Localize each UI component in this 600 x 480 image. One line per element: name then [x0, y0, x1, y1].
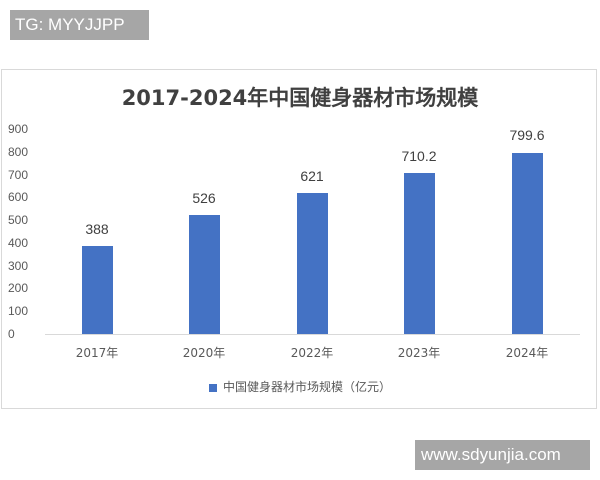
data-label: 526 [192, 190, 216, 206]
bar-2017 [82, 246, 113, 334]
y-tick: 500 [8, 213, 29, 227]
y-tick: 800 [8, 145, 29, 159]
x-tick: 2020年 [182, 346, 226, 360]
y-tick: 400 [8, 236, 29, 250]
y-tick: 900 [8, 122, 29, 136]
x-tick: 2022年 [290, 346, 334, 360]
chart-legend: 中国健身器材市场规模（亿元） [0, 378, 600, 395]
y-tick: 700 [8, 168, 29, 182]
y-tick: 200 [8, 281, 29, 295]
y-tick: 300 [8, 259, 29, 273]
data-label: 621 [300, 168, 324, 184]
watermark-bottom: www.sdyunjia.com [415, 440, 590, 470]
legend-label: 中国健身器材市场规模（亿元） [222, 380, 391, 394]
y-tick: 0 [8, 327, 15, 341]
watermark-top: TG: MYYJJPP [10, 10, 149, 40]
data-label: 388 [85, 221, 109, 237]
x-tick: 2017年 [75, 346, 119, 360]
data-label: 710.2 [401, 148, 437, 164]
y-tick: 100 [8, 304, 29, 318]
y-tick: 600 [8, 190, 29, 204]
bar-2023 [404, 173, 435, 334]
bar-2024 [512, 153, 543, 334]
chart-title: 2017-2024年中国健身器材市场规模 [121, 86, 479, 110]
bar-2022 [297, 193, 328, 334]
x-axis-line [45, 334, 580, 335]
x-tick: 2024年 [505, 346, 549, 360]
bar-2020 [189, 215, 220, 334]
legend-swatch-icon [208, 383, 217, 392]
x-tick: 2023年 [397, 346, 441, 360]
data-label: 799.6 [509, 127, 545, 143]
